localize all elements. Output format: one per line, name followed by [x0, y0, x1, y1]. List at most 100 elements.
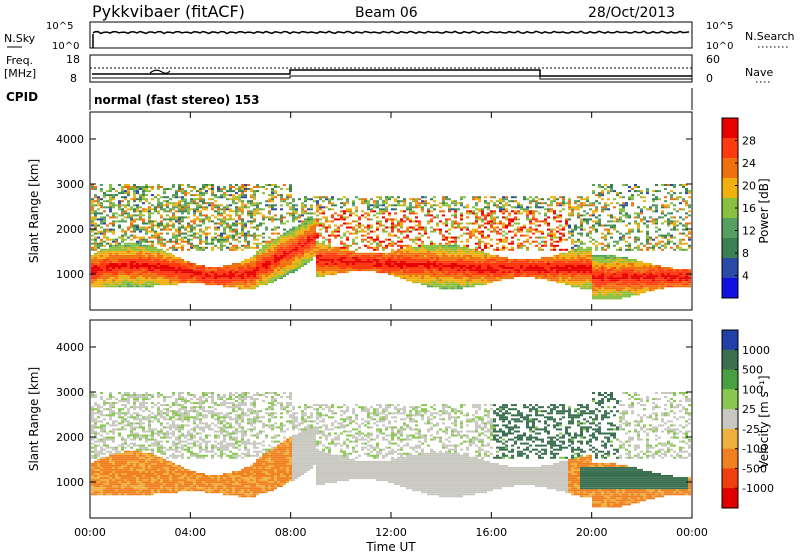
power-cell	[511, 273, 514, 276]
power-cell	[325, 267, 328, 269]
power-cell	[157, 271, 160, 274]
power-cell	[274, 252, 277, 255]
power-cell	[115, 190, 118, 193]
power-cell	[235, 228, 238, 231]
power-cell	[271, 198, 274, 201]
power-cell	[511, 269, 514, 272]
power-cell	[391, 267, 394, 269]
power-cell	[427, 244, 430, 247]
power-cell	[454, 260, 457, 263]
power-cell	[505, 218, 508, 221]
power-cell	[493, 210, 496, 213]
power-cell	[571, 206, 574, 209]
power-cell	[226, 198, 229, 201]
power-cell	[199, 236, 202, 239]
power-cell	[169, 220, 172, 223]
power-cell	[403, 267, 406, 269]
power-cell	[289, 184, 292, 186]
power-cell	[319, 242, 322, 245]
power-cell	[130, 263, 133, 265]
power-cell	[157, 186, 160, 188]
power-cell	[103, 277, 106, 280]
power-cell	[220, 224, 223, 227]
power-cell	[319, 256, 322, 259]
power-cell	[148, 260, 151, 263]
power-cell	[205, 208, 208, 211]
power-cell	[373, 254, 376, 257]
power-cell	[313, 250, 316, 253]
power-cell	[172, 254, 175, 257]
power-cell	[172, 212, 175, 215]
power-cell	[445, 258, 448, 261]
power-cell	[178, 275, 181, 278]
power-cell	[136, 281, 139, 284]
power-cell	[265, 216, 268, 219]
power-cell	[544, 260, 547, 263]
power-cell	[295, 244, 298, 247]
power-cell	[421, 242, 424, 245]
power-cell	[199, 248, 202, 251]
power-cell	[391, 196, 394, 199]
power-cell	[169, 256, 172, 259]
power-cell	[127, 277, 130, 280]
power-cell	[274, 248, 277, 251]
power-cell	[109, 269, 112, 272]
power-cell	[280, 254, 283, 257]
power-cell	[343, 254, 346, 257]
power-cell	[295, 226, 298, 229]
power-cell	[343, 196, 346, 199]
power-cell	[256, 250, 259, 253]
power-cell	[595, 267, 598, 269]
power-cell	[421, 200, 424, 203]
power-cell	[259, 263, 262, 265]
power-cell	[253, 204, 256, 207]
power-cell	[367, 258, 370, 261]
power-cell	[340, 269, 343, 272]
power-cell	[376, 238, 379, 241]
power-cell	[112, 256, 115, 259]
power-cell	[421, 283, 424, 286]
power-cell	[493, 260, 496, 263]
power-cell	[106, 267, 109, 269]
power-cell	[292, 238, 295, 241]
power-cell	[178, 258, 181, 261]
power-cell	[304, 250, 307, 253]
power-cell	[496, 269, 499, 272]
power-cell	[130, 246, 133, 249]
power-cell	[169, 238, 172, 241]
power-cell	[466, 252, 469, 255]
power-cell	[133, 246, 136, 249]
power-cell	[424, 228, 427, 231]
power-cell	[562, 263, 565, 265]
power-cell	[379, 260, 382, 263]
power-cell	[190, 242, 193, 245]
power-cell	[352, 242, 355, 245]
power-cell	[262, 214, 265, 217]
power-cell	[523, 269, 526, 272]
power-cell	[91, 228, 94, 231]
power-cell	[139, 265, 142, 267]
power-cell	[475, 228, 478, 231]
power-cell	[505, 240, 508, 243]
power-cell	[475, 254, 478, 257]
power-cell	[184, 204, 187, 207]
power-cell	[592, 254, 595, 257]
power-cell	[223, 212, 226, 215]
power-cell	[199, 192, 202, 195]
power-cell	[511, 248, 514, 251]
power-cell	[256, 277, 259, 280]
power-cell	[175, 256, 178, 259]
power-cell	[262, 218, 265, 221]
power-cell	[382, 256, 385, 259]
power-cell	[319, 244, 322, 247]
power-cell	[151, 285, 154, 288]
power-cell	[205, 269, 208, 272]
power-cell	[442, 269, 445, 272]
power-cell	[466, 281, 469, 284]
power-cell	[193, 210, 196, 213]
power-cell	[283, 267, 286, 269]
power-cell	[115, 269, 118, 272]
power-cell	[121, 279, 124, 282]
power-cell	[421, 275, 424, 278]
power-cell	[139, 269, 142, 272]
